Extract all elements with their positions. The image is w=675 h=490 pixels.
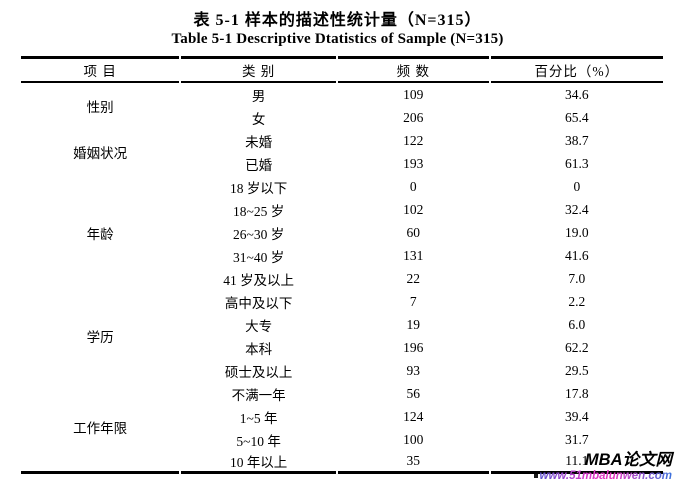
item-cell: 性别 [86,100,114,115]
percentage-cell: 34.6 [565,86,589,102]
frequency-cell: 193 [403,155,424,171]
category-cell: 本科 [245,341,273,357]
percentage-cell: 38.7 [565,132,589,148]
table-row: 婚姻状况 未婚 122 38.7 [21,129,663,162]
category-cell: 男 [251,88,266,104]
table-row: 女 206 65.4 [21,106,663,129]
percentage-cell: 17.8 [565,385,589,401]
header-item: 项 目 [21,56,180,83]
table-body: 性别 男 109 34.6 女 206 65.4 婚姻状况 未婚 122 38.7 已婚 193 61.3… [21,83,663,474]
frequency-cell: 196 [403,339,424,355]
percentage-cell: 2.2 [568,293,586,309]
category-cell: 已婚 [245,157,273,173]
frequency-cell: 19 [406,316,421,332]
percentage-cell: 11.1 [490,451,663,474]
frequency-cell: 131 [403,247,424,263]
percentage-cell: 0 [573,178,581,194]
frequency-cell: 100 [403,431,424,447]
table-row: 41 岁及以上 22 7.0 [21,267,663,290]
frequency-cell: 124 [403,408,424,424]
table-title-zh: 表 5-1 样本的描述性统计量（N=315） [193,12,482,29]
table-row: 18~25 岁 102 32.4 [21,198,663,221]
table-title-en: Table 5-1 Descriptive Dtatistics of Samp… [171,31,504,47]
item-cell: 年龄 [86,226,114,242]
frequency-cell: 122 [403,132,424,148]
category-cell: 10 年以上 [181,451,336,474]
percentage-cell: 29.5 [565,362,589,378]
item-cell: 工作年限 [21,382,180,474]
table-row: 年龄 18 岁以下 0 0 [21,175,663,242]
category-cell: 大专 [245,318,273,334]
category-cell: 未婚 [245,134,273,150]
table-row: 1~5 年 124 39.4 [21,405,663,428]
frequency-cell: 0 [409,178,417,194]
frequency-cell: 206 [403,109,424,125]
category-cell: 18~25 岁 [233,203,285,219]
percentage-cell: 41.6 [565,247,589,263]
category-cell: 26~30 岁 [233,226,285,242]
frequency-cell: 56 [406,385,421,401]
watermark-logo: MBA论文网 [584,451,672,469]
table-row: 大专 19 6.0 [21,313,663,336]
table-row: 学历 高中及以下 7 2.2 [21,290,663,346]
category-cell: 硕士及以上 [224,364,293,380]
frequency-cell: 7 [409,293,417,309]
table-row: 10 年以上 35 11.1 [21,451,663,474]
table-row: 工作年限 不满一年 56 17.8 [21,382,663,474]
category-cell: 1~5 年 [239,410,278,426]
table-row: 5~10 年 100 31.7 [21,428,663,451]
percentage-cell: 6.0 [568,316,586,332]
category-cell: 31~40 岁 [233,249,285,265]
watermark-bullet-icon [533,474,538,479]
percentage-cell: 61.3 [565,155,589,171]
frequency-cell: 60 [406,224,421,240]
table-row: 本科 196 62.2 [21,336,663,359]
table-row: 硕士及以上 93 29.5 [21,359,663,382]
watermark: MBA论文网 www.51mbalunwen.com [533,451,673,483]
frequency-cell: 109 [403,86,424,102]
percentage-cell: 62.2 [565,339,589,355]
percentage-cell: 19.0 [565,224,589,240]
category-cell: 不满一年 [231,387,286,403]
item-cell: 学历 [86,330,114,345]
watermark-url[interactable]: www.51mbalunwen.com [539,470,673,483]
frequency-cell: 102 [403,201,424,217]
percentage-cell: 32.4 [565,201,589,217]
table-row: 31~40 岁 131 41.6 [21,244,663,267]
table-row: 已婚 193 61.3 [21,152,663,175]
header-percentage: 百分比（%） [490,56,663,83]
frequency-cell: 93 [406,362,421,378]
item-cell: 婚姻状况 [73,146,128,161]
category-cell: 5~10 年 [236,433,281,449]
category-cell: 女 [251,111,266,127]
descriptive-statistics-table: 项 目 类 别 频 数 百分比（%） 性别 男 109 34.6 女 206 65.4 婚姻状… [19,56,665,474]
percentage-cell: 7.0 [568,270,586,286]
percentage-cell: 65.4 [565,109,589,125]
header-category: 类 别 [181,56,336,83]
category-cell: 41 岁及以上 [223,272,295,288]
frequency-cell: 22 [406,270,421,286]
category-cell: 18 岁以下 [229,180,288,196]
header-frequency: 频 数 [337,56,489,83]
category-cell: 高中及以下 [224,295,293,311]
percentage-cell: 39.4 [565,408,589,424]
frequency-cell: 35 [337,451,489,474]
header-row: 项 目 类 别 频 数 百分比（%） [21,56,663,83]
table-row: 性别 男 109 34.6 [21,83,663,116]
percentage-cell: 31.7 [565,431,589,447]
table-row: 26~30 岁 60 19.0 [21,221,663,244]
